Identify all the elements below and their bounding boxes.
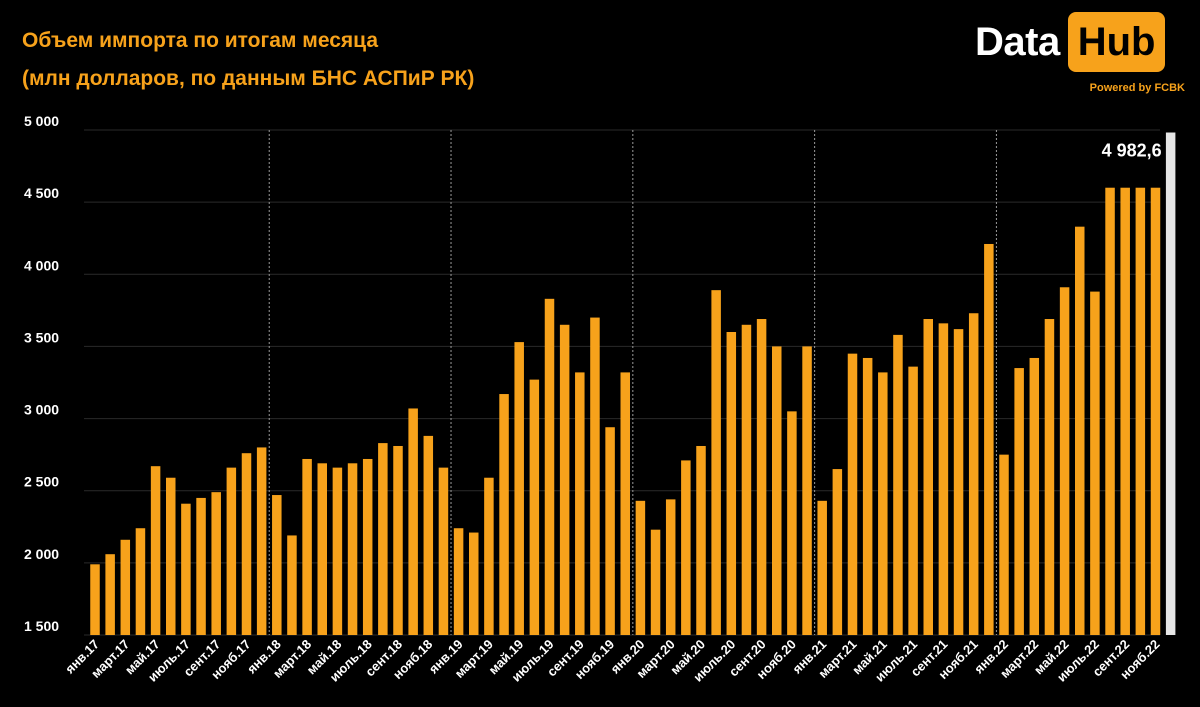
bar-июль.20 bbox=[726, 332, 737, 635]
bar-нояб.20 bbox=[787, 411, 797, 635]
bar-дек.20 bbox=[802, 346, 812, 635]
bar-май.17 bbox=[150, 466, 161, 635]
bar-янв.18 bbox=[272, 495, 282, 635]
bar-июль.18 bbox=[362, 458, 373, 635]
bar-март.18 bbox=[302, 458, 312, 635]
y-tick-label: 4 000 bbox=[24, 257, 59, 273]
bar-окт.20 bbox=[772, 346, 782, 635]
bar-февр.20 bbox=[650, 529, 661, 635]
bar-июнь.19 bbox=[529, 379, 540, 635]
bar-май.18 bbox=[332, 467, 343, 635]
bar-июнь.22 bbox=[1075, 226, 1085, 635]
bar-февр.18 bbox=[287, 535, 297, 635]
bar-окт.21 bbox=[953, 329, 964, 635]
bar-март.22 bbox=[1029, 357, 1040, 635]
y-tick-label: 3 500 bbox=[24, 329, 59, 345]
bar-нояб.21 bbox=[968, 313, 979, 635]
bar-апр.19 bbox=[499, 394, 509, 635]
bar-май.21 bbox=[878, 372, 888, 635]
bar-февр.17 bbox=[105, 554, 115, 635]
bar-май.19 bbox=[514, 342, 524, 635]
chart-title-line-2: (млн долларов, по данным БНС АСПиР РК) bbox=[22, 67, 475, 90]
bar-сент.21 bbox=[938, 323, 949, 635]
bar-янв.22 bbox=[999, 454, 1009, 635]
bar-апр.20 bbox=[681, 460, 691, 635]
chart-title-line-1: Объем импорта по итогам месяца bbox=[22, 29, 379, 52]
bar-янв.17 bbox=[90, 564, 100, 635]
bar-март.19 bbox=[484, 477, 494, 635]
bar-авг.19 bbox=[559, 324, 570, 635]
bar-окт.19 bbox=[590, 317, 600, 635]
y-tick-label: 2 500 bbox=[24, 474, 59, 490]
bar-февр.19 bbox=[469, 532, 479, 635]
bar-нояб.17 bbox=[241, 453, 252, 635]
bar-дек.22 bbox=[1165, 132, 1176, 636]
chart-title: Объем импорта по итогам месяца (млн долл… bbox=[22, 22, 474, 98]
highlight-value-label: 4 982,6 bbox=[1102, 141, 1162, 161]
bar-март.20 bbox=[665, 499, 676, 635]
bar-нояб.19 bbox=[605, 427, 615, 635]
bar-авг.17 bbox=[196, 497, 206, 635]
bar-июль.22 bbox=[1090, 291, 1100, 635]
bar-сент.20 bbox=[756, 319, 767, 635]
bar-апр.22 bbox=[1044, 319, 1055, 635]
y-tick-label: 3 000 bbox=[24, 402, 59, 418]
logo-word-data: Data bbox=[975, 19, 1060, 64]
bar-авг.18 bbox=[378, 443, 388, 635]
logo-word-hub: Hub bbox=[1067, 12, 1166, 72]
bar-дек.19 bbox=[620, 372, 630, 635]
datahub-logo: Data Hub Powered by FCBK bbox=[975, 10, 1187, 100]
bar-авг.22 bbox=[1105, 187, 1115, 635]
bar-дек.21 bbox=[984, 243, 994, 635]
bar-июль.21 bbox=[908, 366, 918, 635]
bar-сент.18 bbox=[393, 445, 403, 635]
bar-окт.17 bbox=[226, 467, 237, 635]
bar-апр.18 bbox=[317, 463, 327, 635]
bar-янв.21 bbox=[817, 500, 827, 635]
y-tick-label: 2 000 bbox=[24, 546, 59, 562]
bar-июль.19 bbox=[544, 298, 555, 635]
bar-март.21 bbox=[847, 353, 858, 635]
bar-февр.21 bbox=[832, 469, 843, 635]
bar-июнь.18 bbox=[347, 463, 358, 635]
bar-июнь.21 bbox=[893, 334, 903, 635]
bar-янв.19 bbox=[453, 528, 464, 635]
bar-окт.18 bbox=[408, 408, 418, 635]
bar-март.17 bbox=[120, 539, 131, 635]
bar-сент.22 bbox=[1120, 187, 1130, 635]
bar-февр.22 bbox=[1014, 368, 1024, 635]
bar-июнь.17 bbox=[166, 477, 176, 635]
bar-апр.17 bbox=[135, 528, 146, 635]
bar-май.20 bbox=[696, 445, 706, 635]
bar-сент.17 bbox=[211, 492, 221, 635]
bar-дек.18 bbox=[438, 467, 449, 635]
bar-июль.17 bbox=[181, 503, 191, 635]
y-tick-label: 1 500 bbox=[24, 618, 59, 634]
logo-tagline: Powered by FCBK bbox=[1089, 82, 1185, 94]
bar-окт.22 bbox=[1135, 187, 1146, 635]
bar-нояб.18 bbox=[423, 435, 434, 635]
y-tick-label: 5 000 bbox=[24, 113, 59, 129]
bar-дек.17 bbox=[256, 447, 267, 635]
y-tick-label: 4 500 bbox=[24, 185, 59, 201]
bar-май.22 bbox=[1059, 287, 1070, 635]
bar-авг.21 bbox=[923, 319, 933, 635]
bar-сент.19 bbox=[575, 372, 585, 635]
bar-июнь.20 bbox=[711, 290, 721, 635]
bar-нояб.22 bbox=[1150, 187, 1161, 635]
bar-янв.20 bbox=[635, 500, 646, 635]
bar-апр.21 bbox=[862, 357, 873, 635]
bar-авг.20 bbox=[741, 324, 752, 635]
